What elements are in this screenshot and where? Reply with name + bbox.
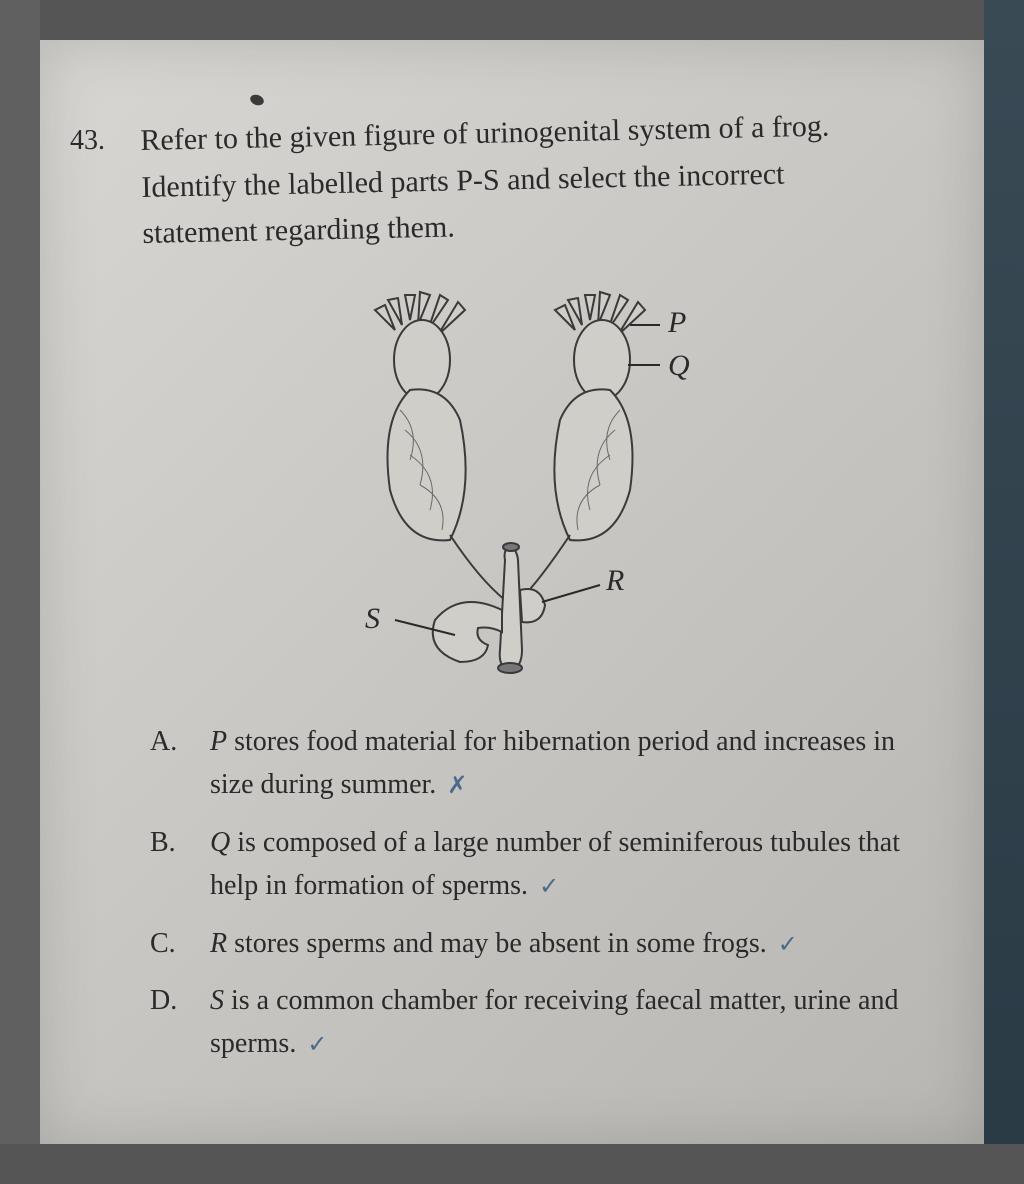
- option-letter: D.: [150, 979, 210, 1066]
- options-block: A. P stores food material for hibernatio…: [150, 720, 930, 1080]
- option-c: C. R stores sperms and may be absent in …: [150, 922, 930, 965]
- central-duct: [500, 545, 522, 670]
- label-P: P: [667, 306, 686, 339]
- ink-speck: [249, 93, 266, 107]
- photo-edge-left: [0, 0, 40, 1184]
- option-a: A. P stores food material for hibernatio…: [150, 720, 930, 807]
- option-letter: A.: [150, 720, 210, 807]
- option-text: S is a common chamber for receiving faec…: [210, 979, 930, 1066]
- photo-edge-bottom: [0, 1144, 1024, 1184]
- page: 43. Refer to the given figure of urinoge…: [40, 40, 984, 1144]
- option-text: Q is composed of a large number of semin…: [210, 821, 930, 908]
- option-letter: B.: [150, 821, 210, 908]
- kidney-right: [554, 389, 632, 540]
- option-text: P stores food material for hibernation p…: [210, 720, 930, 807]
- option-d: D. S is a common chamber for receiving f…: [150, 979, 930, 1066]
- pen-mark: ✓: [778, 932, 798, 958]
- photo-edge-right: [984, 0, 1024, 1184]
- option-letter: C.: [150, 922, 210, 965]
- question-text: Refer to the given figure of urinogenita…: [140, 102, 903, 257]
- label-Q: Q: [668, 349, 690, 382]
- seminal-vesicle: [520, 589, 545, 622]
- testis-right: [574, 320, 630, 400]
- urinogenital-figure: P Q R S: [310, 290, 730, 690]
- pen-mark: ✓: [539, 874, 559, 900]
- option-text: R stores sperms and may be absent in som…: [210, 922, 930, 965]
- testis-left: [394, 320, 450, 400]
- kidney-left: [388, 389, 466, 540]
- pen-mark: ✗: [447, 773, 467, 799]
- question-number: 43.: [70, 125, 105, 157]
- option-b: B. Q is composed of a large number of se…: [150, 821, 930, 908]
- label-R: R: [605, 564, 624, 597]
- label-S: S: [365, 602, 380, 635]
- pen-mark: ✓: [307, 1032, 327, 1058]
- photo-edge-top: [0, 0, 1024, 40]
